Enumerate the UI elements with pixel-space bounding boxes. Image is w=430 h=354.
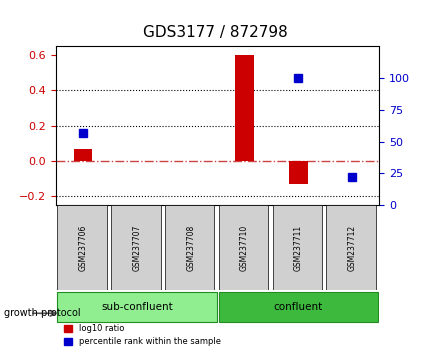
Legend: log10 ratio, percentile rank within the sample: log10 ratio, percentile rank within the … [60, 321, 223, 350]
Text: GSM237708: GSM237708 [186, 225, 195, 271]
FancyBboxPatch shape [57, 292, 216, 322]
Text: sub-confluent: sub-confluent [101, 302, 172, 312]
FancyBboxPatch shape [57, 205, 107, 290]
Text: confluent: confluent [273, 302, 322, 312]
Text: GSM237711: GSM237711 [293, 225, 302, 271]
FancyBboxPatch shape [111, 205, 160, 290]
Bar [74, 149, 92, 161]
Text: GSM237706: GSM237706 [78, 224, 87, 271]
Text: GSM237710: GSM237710 [240, 225, 249, 271]
FancyBboxPatch shape [326, 205, 375, 290]
Bar [235, 55, 253, 161]
Text: GDS3177 / 872798: GDS3177 / 872798 [143, 25, 287, 40]
Text: GSM237712: GSM237712 [347, 225, 356, 271]
FancyBboxPatch shape [218, 205, 268, 290]
Text: growth protocol: growth protocol [4, 308, 81, 318]
FancyBboxPatch shape [272, 205, 322, 290]
FancyBboxPatch shape [165, 205, 214, 290]
Text: GSM237707: GSM237707 [132, 224, 141, 271]
FancyBboxPatch shape [218, 292, 378, 322]
Bar [289, 161, 307, 184]
